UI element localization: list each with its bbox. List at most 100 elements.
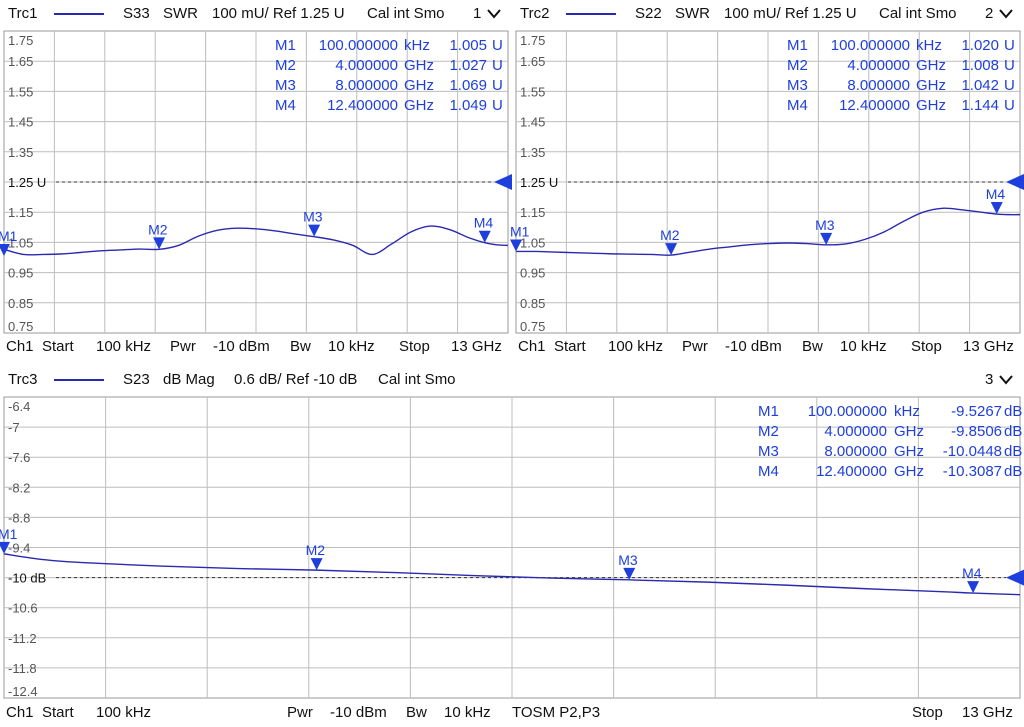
- marker-info-frequency-unit: GHz: [916, 97, 946, 114]
- marker-info-value-unit: U: [1004, 77, 1015, 94]
- marker-info-value-unit: dB: [1004, 463, 1022, 480]
- trace-parameter[interactable]: S23: [123, 371, 150, 388]
- marker-info-name: M4: [275, 97, 296, 114]
- trace-scale[interactable]: 100 mU/ Ref 1.25 U: [212, 5, 345, 22]
- marker-info-frequency: 12.400000: [327, 97, 398, 114]
- calibration-value: TOSM P2,P3: [512, 704, 601, 721]
- power-value[interactable]: -10 dBm: [725, 338, 782, 355]
- y-tick-label: 1.45: [520, 115, 545, 130]
- marker-info-frequency: 4.000000: [335, 57, 398, 74]
- marker-info-frequency-unit: GHz: [916, 57, 946, 74]
- marker-info-name: M4: [787, 97, 808, 114]
- channel-label: Ch1: [518, 338, 546, 355]
- trace-cal: Cal int Smo: [367, 5, 445, 22]
- marker-label: M1: [0, 228, 18, 244]
- bandwidth-value[interactable]: 10 kHz: [328, 338, 375, 355]
- power-label: Pwr: [682, 338, 708, 355]
- bandwidth-label: Bw: [802, 338, 823, 355]
- marker-info-value: 1.008: [961, 57, 999, 74]
- trace-format[interactable]: SWR: [163, 5, 198, 22]
- marker-label: M1: [510, 223, 530, 239]
- stop-value[interactable]: 13 GHz: [962, 704, 1013, 721]
- start-value[interactable]: 100 kHz: [96, 704, 152, 721]
- marker-info-value: -9.8506: [951, 423, 1002, 440]
- trace-plot-1[interactable]: 1.75 1.65 1.55 1.45 1.35 1.25 U 1.15 1.05 0.95 0.…: [0, 30, 512, 334]
- marker-info-value-unit: U: [492, 97, 503, 114]
- chevron-down-icon[interactable]: [998, 5, 1014, 22]
- trace-parameter[interactable]: S22: [635, 5, 662, 22]
- y-tick-label: 1.55: [8, 84, 33, 99]
- marker-triangle-icon: [308, 224, 321, 237]
- start-value[interactable]: 100 kHz: [608, 338, 664, 355]
- y-tick-label: 1.75: [520, 33, 545, 48]
- bandwidth-value[interactable]: 10 kHz: [444, 704, 491, 721]
- start-label: Start: [554, 338, 586, 355]
- marker-info-frequency: 4.000000: [847, 57, 910, 74]
- marker-label: M2: [660, 227, 680, 243]
- trace-format[interactable]: dB Mag: [163, 371, 215, 388]
- trace-name[interactable]: Trc1: [8, 5, 38, 22]
- marker-info-frequency: 12.400000: [839, 97, 910, 114]
- marker-info-name: M2: [758, 423, 779, 440]
- power-value[interactable]: -10 dBm: [213, 338, 270, 355]
- marker-info-frequency: 8.000000: [335, 77, 398, 94]
- chevron-down-icon[interactable]: [486, 5, 502, 22]
- marker-triangle-icon: [990, 202, 1003, 215]
- marker-info-name: M2: [275, 57, 296, 74]
- marker-info-frequency-unit: GHz: [404, 97, 434, 114]
- trace-name[interactable]: Trc3: [8, 371, 38, 388]
- marker-label: M4: [962, 565, 982, 581]
- power-value[interactable]: -10 dBm: [330, 704, 387, 721]
- marker-triangle-icon: [510, 239, 522, 252]
- y-tick-label: 0.85: [520, 296, 545, 311]
- bandwidth-value[interactable]: 10 kHz: [840, 338, 887, 355]
- marker-info-frequency-unit: GHz: [404, 77, 434, 94]
- power-label: Pwr: [170, 338, 196, 355]
- window-number: 3: [985, 371, 994, 388]
- stop-value[interactable]: 13 GHz: [963, 338, 1014, 355]
- y-tick-label: -12.4: [8, 684, 38, 699]
- y-tick-label: 0.75: [8, 319, 33, 334]
- trace-scale[interactable]: 0.6 dB/ Ref -10 dB: [234, 371, 358, 388]
- trace-legend-line: [566, 13, 616, 15]
- trace-plot-2[interactable]: 1.75 1.65 1.55 1.45 1.35 1.25 U 1.15 1.05 0.95 0.…: [510, 30, 1024, 334]
- bandwidth-label: Bw: [406, 704, 427, 721]
- marker-triangle-icon: [0, 541, 10, 554]
- marker-info-frequency: 8.000000: [824, 443, 887, 460]
- marker-info-frequency: 100.000000: [831, 37, 910, 54]
- chevron-down-icon[interactable]: [998, 371, 1014, 388]
- marker-info-frequency: 8.000000: [847, 77, 910, 94]
- marker-info-name: M4: [758, 463, 779, 480]
- trace-name[interactable]: Trc2: [520, 5, 550, 22]
- marker-info-frequency: 100.000000: [319, 37, 398, 54]
- marker-info-value: 1.005: [449, 37, 487, 54]
- stop-label: Stop: [912, 704, 943, 721]
- y-tick-label: 1.05: [8, 235, 33, 250]
- trace-header-3: Trc3 S23 dB Mag 0.6 dB/ Ref -10 dB Cal i…: [0, 366, 1024, 394]
- marker-label: M1: [0, 526, 18, 542]
- window-number: 2: [985, 5, 994, 22]
- y-tick-label: 1.25 U: [8, 175, 46, 190]
- trace-cal: Cal int Smo: [879, 5, 957, 22]
- y-tick-label: 1.05: [520, 235, 545, 250]
- y-tick-label: 1.35: [520, 145, 545, 160]
- channel-footer-3: Ch1 Start 100 kHz Pwr -10 dBm Bw 10 kHz …: [0, 701, 1024, 725]
- trace-format[interactable]: SWR: [675, 5, 710, 22]
- trace-plot-3[interactable]: -6.4 -7 -7.6 -8.2 -8.8 -9.4 -10 dB -10.6 -11.2 -1…: [0, 396, 1024, 699]
- marker-info-value: 1.144: [961, 97, 999, 114]
- marker-label: M2: [306, 542, 326, 558]
- marker-label: M3: [618, 552, 638, 568]
- stop-label: Stop: [911, 338, 942, 355]
- marker-info-frequency-unit: GHz: [894, 423, 924, 440]
- start-value[interactable]: 100 kHz: [96, 338, 152, 355]
- stop-value[interactable]: 13 GHz: [451, 338, 502, 355]
- channel-footer-2: Ch1 Start 100 kHz Pwr -10 dBm Bw 10 kHz …: [512, 335, 1024, 359]
- y-tick-label: -8.8: [8, 510, 30, 525]
- reference-arrow-icon: [494, 174, 512, 190]
- marker-info-frequency-unit: GHz: [894, 463, 924, 480]
- trace-parameter[interactable]: S33: [123, 5, 150, 22]
- marker-info-value-unit: U: [1004, 97, 1015, 114]
- trace-scale[interactable]: 100 mU/ Ref 1.25 U: [724, 5, 857, 22]
- trace-header-1: Trc1 S33 SWR 100 mU/ Ref 1.25 U Cal int …: [0, 0, 512, 28]
- y-tick-label: 0.95: [8, 266, 33, 281]
